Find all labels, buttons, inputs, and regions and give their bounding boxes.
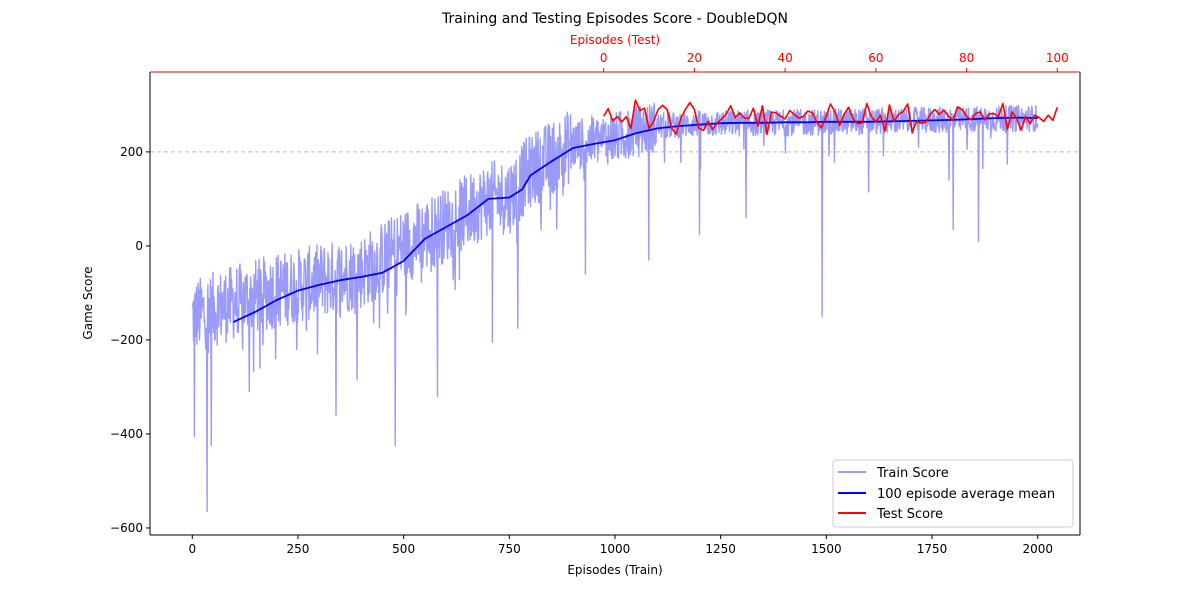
x-tick-label: 250 (287, 542, 310, 556)
x2-tick-label: 100 (1046, 51, 1069, 65)
x-tick-label: 1500 (811, 542, 842, 556)
x-tick-label: 2000 (1022, 542, 1053, 556)
series-train-score-line (191, 102, 1039, 513)
x-tick-label: 0 (188, 542, 196, 556)
x2-tick-label: 60 (868, 51, 883, 65)
series-test-score-line (603, 99, 1059, 136)
y-tick-label: 200 (120, 145, 143, 159)
y-tick-label: −200 (110, 333, 143, 347)
x-tick-label: 500 (392, 542, 415, 556)
x-tick-label: 1000 (600, 542, 631, 556)
y-axis-label: Game Score (81, 266, 95, 339)
x2-tick-label: 20 (687, 51, 702, 65)
x-tick-label: 750 (498, 542, 521, 556)
x2-tick-label: 80 (959, 51, 974, 65)
x2-tick-label: 0 (600, 51, 608, 65)
y-tick-label: −400 (110, 427, 143, 441)
legend: Train Score 100 episode average mean Tes… (832, 459, 1074, 528)
legend-label-train-score: Train Score (876, 466, 949, 481)
legend-label-average-mean: 100 episode average mean (877, 487, 1055, 502)
series-average-mean-line (232, 116, 1038, 323)
top-axis-label: Episodes (Test) (570, 33, 660, 47)
legend-box (832, 459, 1074, 528)
x-tick-label: 1750 (917, 542, 948, 556)
y-tick-label: −600 (110, 521, 143, 535)
x2-tick-label: 40 (777, 51, 792, 65)
x-tick-label: 1250 (705, 542, 736, 556)
y-tick-label: 0 (135, 239, 143, 253)
plot-area (150, 99, 1080, 513)
legend-label-test-score: Test Score (876, 507, 943, 522)
x-axis-label: Episodes (Train) (567, 563, 662, 577)
chart-title: Training and Testing Episodes Score - Do… (441, 11, 788, 27)
